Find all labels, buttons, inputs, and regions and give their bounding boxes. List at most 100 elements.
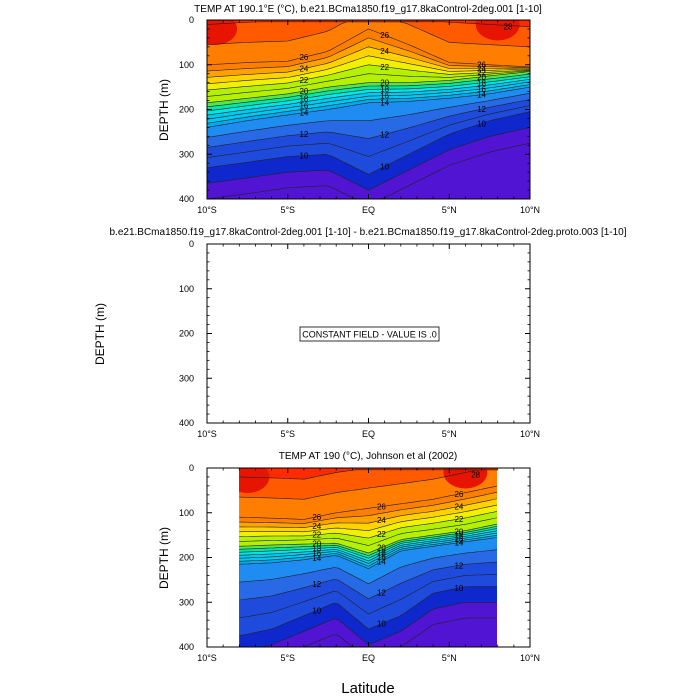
isotherm-26 (207, 28, 530, 68)
contour-label: 14 (377, 558, 386, 567)
contour-label: 18 (312, 544, 321, 553)
isotherm-23 (207, 55, 530, 85)
isotherm-12 (207, 99, 530, 148)
y-tick-label: 0 (189, 239, 194, 249)
panel3-ticks (206, 467, 531, 648)
contour-label: 18 (477, 79, 486, 88)
x-tick-label: EQ (362, 205, 375, 215)
contour-label: 24 (454, 502, 463, 511)
contour-label: 28 (471, 471, 480, 480)
constant-field-notice: CONSTANT FIELD - VALUE IS .0 (302, 330, 437, 340)
isotherm-27 (239, 469, 497, 500)
contour-label: 14 (380, 98, 389, 107)
isotherm-26 (239, 485, 497, 520)
isotherm-21 (207, 70, 530, 97)
contour-label: 26 (454, 490, 463, 499)
x-tick-label: 5°N (442, 429, 457, 439)
isotherm-19 (207, 73, 530, 108)
x-tick-label: 10°S (197, 205, 217, 215)
contour-label: 10 (454, 584, 463, 593)
isotherm-18 (239, 528, 497, 559)
panel1-ticks (206, 19, 531, 200)
panel3-x-tick-labels: 10°S 5°S EQ 5°N 10°N (197, 653, 540, 663)
contour-label: 22 (477, 69, 486, 78)
panel-difference: b.e21.BCma1850.f19_g17.8kaControl-2deg.0… (93, 227, 627, 439)
constant-field-box (299, 326, 440, 342)
panel2-title: b.e21.BCma1850.f19_g17.8kaControl-2deg.0… (109, 227, 626, 238)
contour-label: 26 (312, 513, 321, 522)
contour-label: 24 (477, 64, 486, 73)
isotherm-13 (207, 93, 530, 138)
isotherm-25 (207, 37, 530, 72)
contour-label: 20 (312, 540, 321, 549)
contour-label: 14 (477, 91, 486, 100)
isotherm-15 (239, 534, 497, 567)
contour-label: 22 (380, 63, 389, 72)
panel3-isotherms (239, 469, 497, 647)
contour-label: 20 (299, 87, 308, 96)
isotherm-9 (207, 127, 530, 191)
panel3-bands (239, 468, 497, 647)
x-tick-label: 5°S (280, 653, 295, 663)
contour-label: 24 (380, 47, 389, 56)
panel3-ylabel: DEPTH (m) (157, 527, 171, 589)
x-tick-label: EQ (362, 653, 375, 663)
isotherm-14 (239, 537, 497, 570)
isotherm-11 (239, 574, 497, 619)
panel-observed-temp: TEMP AT 190 (°C), Johnson et al (2002) 2… (157, 451, 540, 663)
x-tick-label: EQ (362, 429, 375, 439)
contour-label: 22 (299, 76, 308, 85)
contour-label: 22 (454, 515, 463, 524)
warm-pool-patch (475, 20, 520, 41)
isotherm-16 (239, 532, 497, 564)
panel2-ylabel: DEPTH (m) (93, 303, 107, 365)
contour-label: 10 (380, 162, 389, 171)
contour-label: 18 (454, 531, 463, 540)
contour-label: 12 (454, 561, 463, 570)
isotherm-11 (207, 105, 530, 158)
contour-label: 26 (377, 502, 386, 511)
contour-label: 18 (380, 85, 389, 94)
y-tick-label: 200 (179, 105, 194, 115)
x-tick-label: 10°N (520, 429, 540, 439)
contour-label: 10 (477, 119, 486, 128)
isotherm-18 (207, 76, 530, 112)
contour-label: 24 (312, 522, 321, 531)
warm-pool-patch (239, 468, 270, 493)
isotherm-22 (207, 64, 530, 91)
y-tick-label: 0 (189, 463, 194, 473)
contour-label: 24 (377, 516, 386, 525)
panel-model-temp: TEMP AT 190.1°E (°C), b.e21.BCma1850.f19… (157, 4, 542, 215)
contour-label: 18 (299, 94, 308, 103)
contour-label: 20 (454, 528, 463, 537)
contour-label: 12 (312, 580, 321, 589)
x-tick-label: 10°S (197, 429, 217, 439)
isotherm-22 (239, 511, 497, 539)
x-tick-label: 5°S (280, 205, 295, 215)
contour-label: 16 (477, 85, 486, 94)
contour-label: 10 (312, 606, 321, 615)
contour-label: 18 (377, 548, 386, 557)
panel3-y-tick-labels: 0 100 200 300 400 (179, 463, 194, 652)
x-tick-label: 5°N (442, 653, 457, 663)
contour-label: 14 (299, 109, 308, 118)
contour-label: 16 (312, 549, 321, 558)
contour-label: 20 (380, 79, 389, 88)
isotherm-12 (239, 561, 497, 601)
contour-label: 12 (380, 130, 389, 139)
x-tick-label: 10°S (197, 653, 217, 663)
y-tick-label: 400 (179, 642, 194, 652)
contour-label: 12 (299, 130, 308, 139)
x-tick-label: 10°N (520, 205, 540, 215)
isotherm-10 (239, 586, 497, 637)
x-axis-label: Latitude (341, 680, 394, 697)
panel3-contour-labels: 2624222018161412102624222018161412102624… (312, 471, 480, 629)
contour-label: 16 (299, 102, 308, 111)
contour-label: 16 (454, 535, 463, 544)
isotherm-21 (239, 517, 497, 546)
panel1-ylabel: DEPTH (m) (157, 79, 171, 141)
contour-label: 12 (377, 589, 386, 598)
contour-label: 24 (299, 65, 308, 74)
isotherm-16 (207, 81, 530, 120)
